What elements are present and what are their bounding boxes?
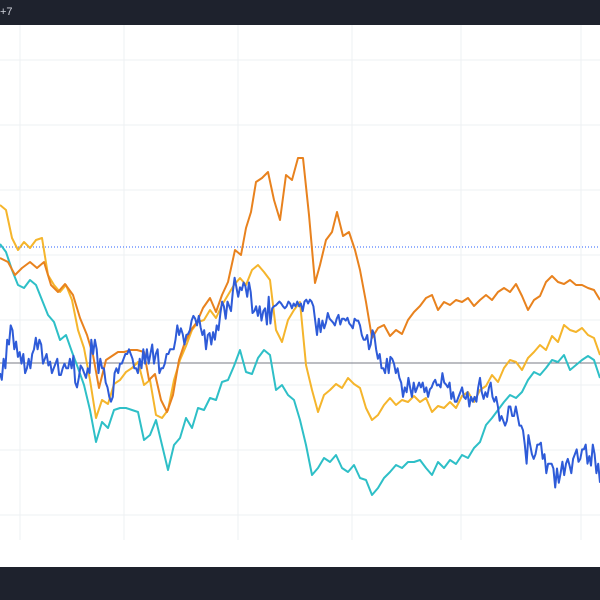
series-lines xyxy=(0,157,600,496)
series-line-teal xyxy=(0,243,600,496)
toolbar-text: +7 xyxy=(0,6,13,18)
grid xyxy=(0,25,600,540)
chart-area[interactable]: Tháng 4Tháng NămTháng 6Tháng 7Tháng TámT… xyxy=(0,25,600,561)
bottom-toolbar xyxy=(0,567,600,600)
series-line-orange xyxy=(0,157,600,413)
line-chart[interactable]: Tháng 4Tháng NămTháng 6Tháng 7Tháng TámT… xyxy=(0,25,600,561)
top-toolbar: +7 xyxy=(0,0,600,25)
series-line-blue xyxy=(0,276,600,489)
series-line-yellow xyxy=(0,204,600,421)
